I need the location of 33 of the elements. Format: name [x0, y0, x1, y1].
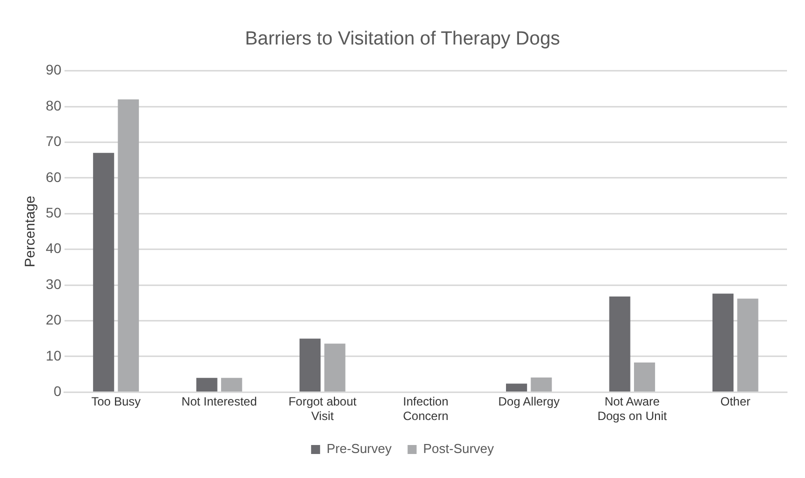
bar: [506, 384, 528, 392]
bar: [634, 362, 656, 392]
bar: [530, 378, 552, 392]
bar: [196, 378, 218, 392]
x-tick-label: Forgot about Visit: [288, 394, 358, 424]
bar: [609, 296, 630, 392]
y-tick-label: 40: [46, 240, 62, 256]
x-tick-label: Other: [720, 394, 750, 409]
y-tick-label: 10: [46, 347, 62, 364]
bar: [712, 294, 734, 392]
x-tick-label: Not Interested: [182, 394, 257, 409]
x-tick-label: Dog Allergy: [498, 394, 560, 409]
y-tick-label: 20: [46, 312, 62, 328]
y-tick-label: 90: [46, 62, 62, 78]
x-tick-label: Too Busy: [91, 394, 141, 409]
bar: [300, 338, 321, 392]
y-tick-label: 30: [46, 276, 62, 292]
bar: [118, 99, 139, 392]
y-tick-label: 50: [46, 204, 62, 221]
chart-title: Barriers to Visitation of Therapy Dogs: [244, 28, 560, 50]
legend-label: Post-Survey: [423, 441, 494, 456]
legend-label: Pre-Survey: [326, 441, 392, 456]
bar: [93, 152, 114, 392]
y-axis-title: Percentage: [21, 195, 38, 268]
y-tick-label: 80: [46, 97, 62, 114]
y-tick-label: 70: [46, 133, 62, 150]
x-tick-label: Infection Concern: [403, 394, 448, 424]
bar: [737, 298, 758, 392]
x-tick-label: Not Aware Dogs on Unit: [597, 394, 668, 424]
bar: [221, 378, 242, 392]
y-tick-label: 60: [46, 168, 62, 185]
y-tick-label: 0: [54, 383, 62, 400]
bar: [324, 344, 346, 392]
